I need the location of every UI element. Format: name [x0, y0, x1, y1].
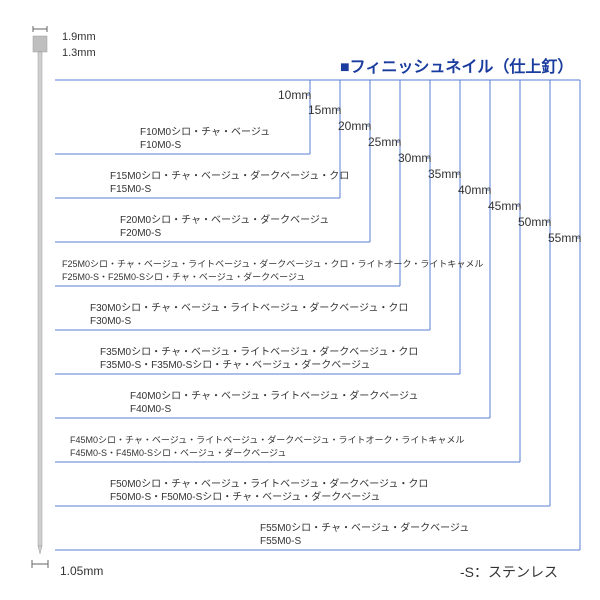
size-mm-label: 50mm [518, 216, 551, 228]
product-line: F25M0シロ・チャ・ベージュ・ライトベージュ・ダークベージュ・クロ・ライトオー… [62, 260, 483, 269]
product-line: F20M0シロ・チャ・ベージュ・ダークベージュ [120, 216, 329, 226]
product-line: F10M0シロ・チャ・ベージュ [140, 128, 270, 138]
size-mm-label: 25mm [368, 136, 401, 148]
size-mm-label: 15mm [308, 104, 341, 116]
size-mm-label: 10mm [278, 89, 311, 101]
size-mm-label: 55mm [548, 232, 581, 244]
size-mm-label: 35mm [428, 168, 461, 180]
product-line: F15M0-S [110, 185, 151, 195]
size-mm-label: 45mm [488, 200, 521, 212]
head-thickness-label: 1.3mm [62, 48, 96, 59]
product-line: F40M0-S [130, 405, 171, 415]
product-line: F20M0-S [120, 229, 161, 239]
tip-width-label: 1.05mm [60, 565, 103, 577]
product-line: F50M0シロ・チャ・ベージュ・ライトベージュ・ダークベージュ・クロ [110, 480, 428, 490]
section-title: ■フィニッシュネイル（仕上釘） [340, 60, 573, 76]
product-line: F55M0-S [260, 537, 301, 547]
product-line: F30M0シロ・チャ・ベージュ・ライトベージュ・ダークベージュ・クロ [90, 304, 408, 314]
product-line: F45M0シロ・チャ・ベージュ・ライトベージュ・ダークベージュ・ライトオーク・ラ… [70, 436, 464, 445]
product-line: F45M0-S・F45M0-Sシロ・ベージュ・ダークベージュ [70, 449, 286, 458]
size-mm-label: 30mm [398, 152, 431, 164]
footer-note: -S：ステンレス [460, 565, 558, 579]
head-width-label: 1.9mm [62, 32, 96, 43]
product-line: F30M0-S [90, 317, 131, 327]
product-line: F35M0シロ・チャ・ベージュ・ライトベージュ・ダークベージュ・クロ [100, 348, 418, 358]
product-line: F25M0-S・F25M0-Sシロ・チャ・ベージュ・ダークベージュ [62, 273, 305, 282]
diagram-stage: ■フィニッシュネイル（仕上釘） 1.9mm 1.3mm 1.05mm 10mm F10M0… [0, 0, 600, 600]
size-mm-label: 40mm [458, 184, 491, 196]
product-line: F50M0-S・F50M0-Sシロ・チャ・ベージュ・ダークベージュ [110, 493, 380, 503]
product-line: F35M0-S・F35M0-Sシロ・チャ・ベージュ・ダークベージュ [100, 361, 370, 371]
product-line: F55M0シロ・チャ・ベージュ・ダークベージュ [260, 524, 469, 534]
product-line: F10M0-S [140, 141, 181, 151]
product-line: F40M0シロ・チャ・ベージュ・ライトベージュ・ダークベージュ [130, 392, 418, 402]
size-mm-label: 20mm [338, 120, 371, 132]
product-line: F15M0シロ・チャ・ベージュ・ダークベージュ・クロ [110, 172, 349, 182]
